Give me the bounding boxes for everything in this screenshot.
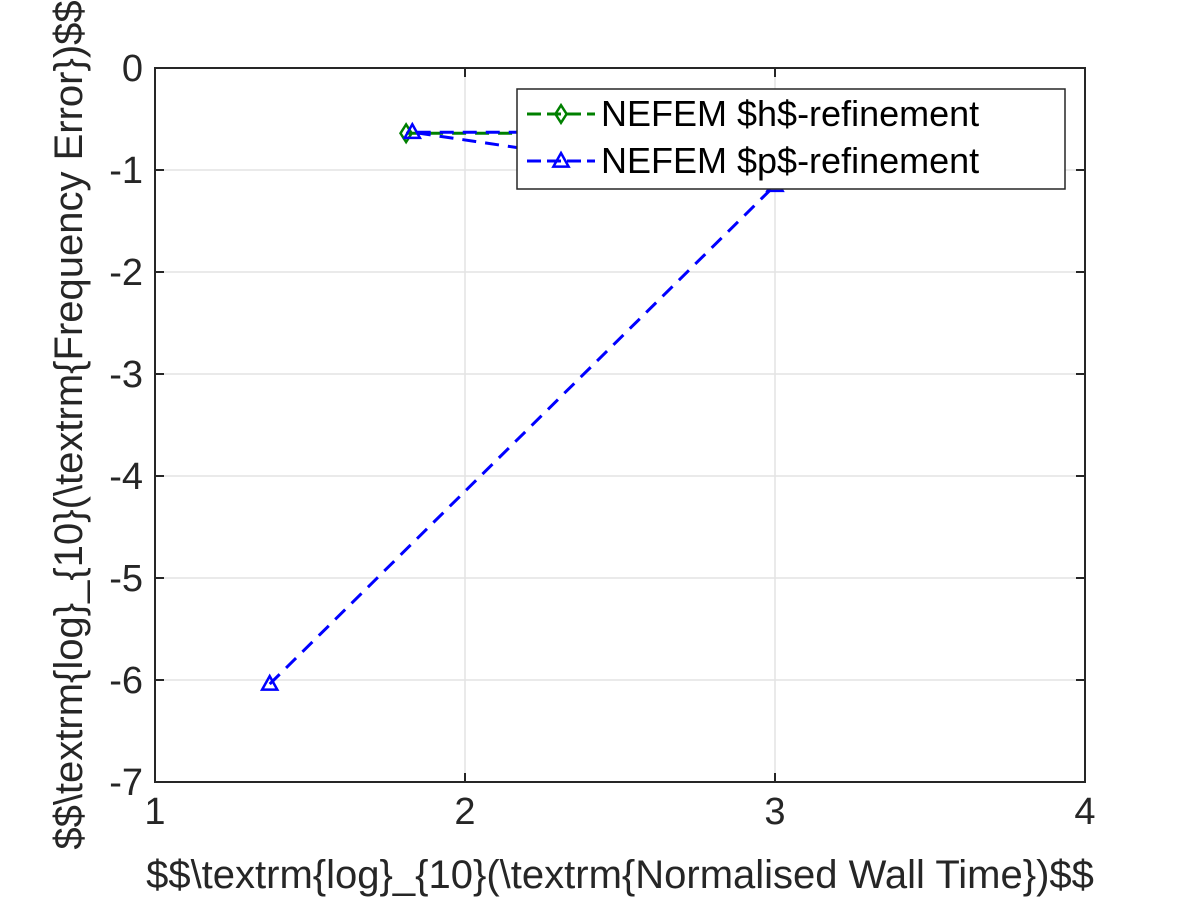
series-1-point-0	[259, 673, 280, 691]
x-tick-label-1: 2	[454, 791, 475, 833]
legend-marker-0	[553, 102, 569, 126]
x-tick-label-2: 3	[764, 791, 785, 833]
series-1-line	[268, 130, 779, 686]
legend-box	[516, 88, 1066, 190]
legend-entries: NEFEM $h$-refinement NEFEM $p$-refinement	[527, 93, 979, 181]
series-1	[259, 121, 785, 691]
y-tick-label-1: -1	[109, 150, 143, 192]
x-axis-label: $$\textrm{log}_{10}(\textrm{Normalised W…	[146, 853, 1094, 897]
legend-label-0: NEFEM $h$-refinement	[601, 93, 979, 134]
legend: NEFEM $h$-refinement NEFEM $p$-refinement	[516, 88, 1066, 190]
legend-marker-1	[551, 150, 571, 168]
x-tick-label-0: 1	[144, 791, 165, 833]
y-tick-label-4: -4	[109, 456, 143, 498]
y-tick-label-2: -2	[109, 252, 143, 294]
y-tick-label-6: -6	[109, 660, 143, 702]
series-layer	[259, 121, 785, 691]
legend-entry-1: NEFEM $p$-refinement	[527, 140, 979, 181]
legend-entry-0: NEFEM $h$-refinement	[527, 93, 979, 134]
x-tick-label-3: 4	[1074, 791, 1095, 833]
y-tick-label-3: -3	[109, 354, 143, 396]
legend-label-1: NEFEM $p$-refinement	[601, 140, 979, 181]
y-axis-label: $$\textrm{log}_{10}(\textrm{Frequency Er…	[47, 0, 91, 849]
plot-frame	[154, 67, 1086, 783]
y-tick-label-7: -7	[109, 762, 143, 804]
ticks	[154, 67, 1086, 783]
tick-labels: 1 2 3 4 0 -1 -2 -3 -4 -5 -6 -7	[109, 48, 1095, 833]
y-tick-label-0: 0	[122, 48, 143, 90]
series-1-point-2	[402, 121, 423, 140]
y-tick-label-5: -5	[109, 558, 143, 600]
